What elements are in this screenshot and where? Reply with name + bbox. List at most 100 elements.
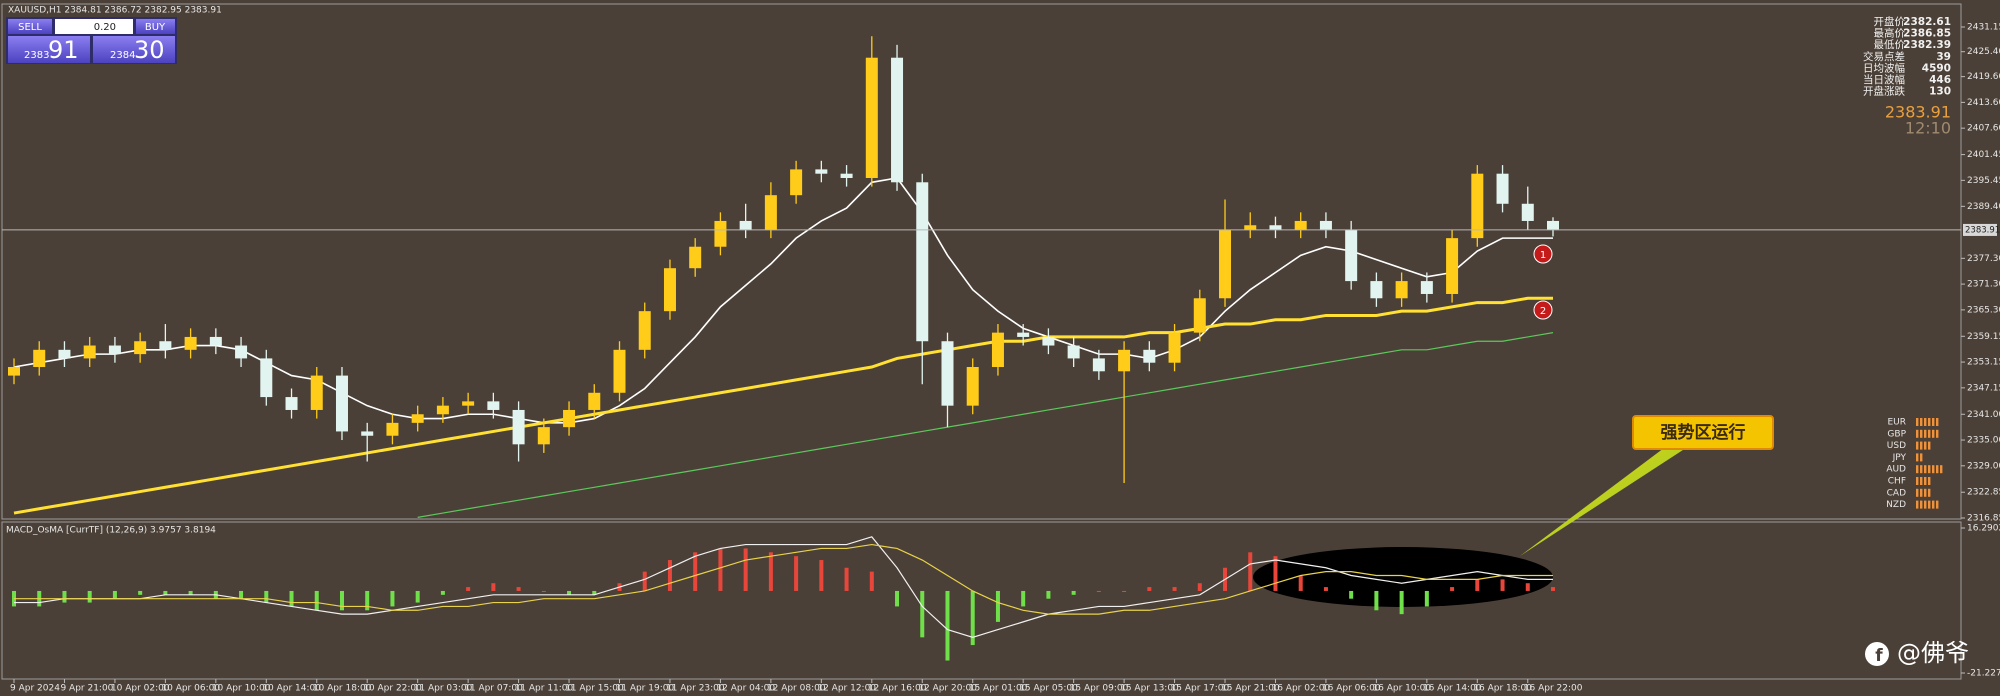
info-value: 2382.61 — [1903, 16, 1951, 28]
candle-body — [108, 345, 121, 355]
histogram-bar — [743, 548, 748, 591]
candle-body — [33, 349, 46, 368]
candle-body — [411, 414, 424, 423]
y-tick-label: 2389.40 — [1967, 202, 2000, 212]
x-tick-label: 12 Apr 08:00 — [767, 684, 826, 694]
histogram-bar — [62, 590, 67, 603]
candle-body — [361, 431, 374, 436]
x-tick-label: 11 Apr 15:00 — [565, 684, 624, 694]
histogram-bar — [239, 590, 244, 599]
histogram-bar — [339, 590, 344, 611]
info-label: 日均波幅 — [1863, 61, 1905, 74]
candle-body — [1395, 281, 1408, 299]
candle-body — [260, 358, 273, 398]
info-value: 130 — [1929, 86, 1951, 98]
histogram-bar — [264, 590, 269, 603]
histogram-bar — [1248, 552, 1253, 591]
histogram-bar — [314, 590, 319, 611]
y-tick-label: 2413.60 — [1967, 98, 2000, 108]
marker-2 — [1533, 300, 1553, 320]
candle-body — [891, 57, 904, 183]
x-tick-label: 9 Apr 21:00 — [60, 684, 113, 694]
candle-body — [335, 375, 348, 432]
buy-button[interactable] — [136, 19, 175, 34]
candle-body — [991, 332, 1004, 368]
lots-value: 0.20 — [94, 22, 116, 33]
histogram-bar — [1298, 575, 1303, 591]
info-label: 最高价 — [1874, 27, 1906, 40]
sell-price-big: 2383 — [24, 50, 49, 61]
candle-body — [1496, 173, 1509, 204]
candle-body — [1319, 220, 1332, 230]
current-price-label: 2383.91 — [1965, 225, 2000, 235]
candle-body — [1017, 332, 1030, 337]
histogram-bar — [945, 590, 950, 661]
candle-body — [537, 427, 550, 445]
x-tick-label: 11 Apr 07:00 — [464, 684, 523, 694]
x-tick-label: 15 Apr 05:00 — [1019, 684, 1078, 694]
candle-body — [1244, 225, 1257, 230]
histogram-bar — [1475, 579, 1480, 591]
candle-body — [1446, 238, 1459, 294]
candle-body — [1294, 220, 1307, 230]
y-tick-label: 2365.30 — [1967, 305, 2000, 315]
currency-bar — [1916, 465, 1944, 474]
histogram-bar — [1071, 590, 1076, 595]
x-tick-label: 16 Apr 02:00 — [1271, 684, 1330, 694]
sell-button[interactable] — [8, 19, 52, 34]
candle-body — [512, 409, 525, 445]
callout-text: 强势区运行 — [1661, 422, 1746, 443]
currency-label: JPY — [1892, 453, 1907, 463]
x-tick-label: 15 Apr 13:00 — [1120, 684, 1179, 694]
candle-body — [285, 397, 298, 410]
sell-price-box[interactable] — [8, 36, 90, 63]
y-tick-label: 2401.45 — [1967, 150, 2000, 160]
info-label: 当日波幅 — [1863, 73, 1905, 86]
histogram-bar — [138, 590, 143, 595]
lots-field[interactable] — [55, 19, 133, 34]
candle-body — [815, 169, 828, 174]
candle-body — [8, 367, 20, 376]
x-tick-label: 15 Apr 09:00 — [1070, 684, 1129, 694]
x-tick-label: 10 Apr 02:00 — [111, 684, 170, 694]
y-tick-label: 2395.45 — [1967, 176, 2000, 186]
currency-label: CAD — [1887, 488, 1906, 498]
histogram-bar — [440, 590, 445, 595]
currency-bar — [1916, 488, 1932, 497]
buy-price-box[interactable] — [93, 36, 175, 63]
x-tick-label: 10 Apr 14:00 — [262, 684, 321, 694]
marker-1 — [1533, 244, 1553, 264]
histogram-bar — [516, 587, 521, 591]
y-tick-label: 2353.15 — [1967, 358, 2000, 368]
histogram-bar — [869, 571, 874, 591]
histogram-bar — [567, 590, 572, 595]
x-tick-label: 10 Apr 18:00 — [313, 684, 372, 694]
info-label: 交易点差 — [1863, 50, 1905, 63]
x-tick-label: 16 Apr 06:00 — [1322, 684, 1381, 694]
candle-body — [941, 341, 954, 406]
currency-bar — [1916, 441, 1932, 450]
candle-body — [563, 409, 576, 428]
y-tick-label: 2341.00 — [1967, 410, 2000, 420]
histogram-bar — [895, 590, 900, 607]
candle-body — [1471, 173, 1484, 239]
candle-body — [1420, 281, 1433, 294]
candle-body — [840, 173, 853, 178]
candle-body — [235, 345, 248, 359]
x-tick-label: 12 Apr 04:00 — [716, 684, 775, 694]
buy-label: BUY — [145, 22, 166, 33]
histogram-bar — [466, 587, 471, 591]
candle-body — [790, 169, 803, 196]
indicator-title: MACD_OsMA [CurrTF] (12,26,9) 3.9757 3.81… — [6, 526, 216, 536]
histogram-bar — [112, 590, 117, 599]
histogram-bar — [1147, 587, 1152, 591]
histogram-bar — [289, 590, 294, 607]
moving-average — [13, 296, 1553, 515]
macd-line — [14, 536, 1553, 638]
x-tick-label: 12 Apr 20:00 — [918, 684, 977, 694]
histogram-bar — [592, 590, 597, 595]
x-tick-label: 10 Apr 06:00 — [161, 684, 220, 694]
candle-body — [1143, 349, 1156, 363]
candle-body — [764, 195, 777, 230]
